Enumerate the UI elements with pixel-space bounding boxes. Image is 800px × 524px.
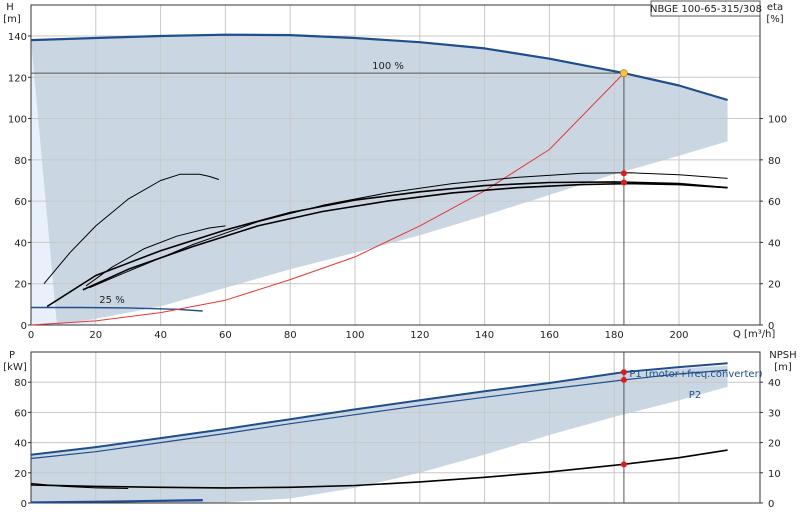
series-npsh — [30, 449, 728, 489]
operating-marker — [620, 170, 627, 177]
series-p1-100 — [30, 362, 728, 456]
y-left-tick-label: 20 — [14, 280, 27, 291]
x-tick-label: 160 — [540, 330, 559, 341]
y-right-tick-label: 40 — [768, 238, 781, 249]
top-panel: 0 20 40 60 80 100 120 140 0 20 40 60 80 100 0 20 40 60 80 1… — [8, 4, 787, 341]
y-left-tick-label: 0 — [21, 321, 27, 332]
top-y-left-label-top: H — [6, 2, 14, 13]
y-left-tick-label: 40 — [14, 238, 27, 249]
y-left-tick-label: 100 — [8, 115, 27, 126]
bottom-y-left-label-unit: [kW] — [3, 362, 27, 373]
y-left-tick-label: 20 — [14, 469, 27, 480]
series-p-25-b — [30, 500, 203, 504]
series-eta-5 — [43, 173, 220, 285]
x-tick-label: 140 — [475, 330, 494, 341]
series-eta-2 — [82, 182, 728, 291]
y-left-tick-label: 80 — [14, 156, 27, 167]
y-left-tick-label: 60 — [14, 197, 27, 208]
y-left-tick-label: 140 — [8, 32, 27, 43]
y-right-tick-label: 10 — [768, 469, 781, 480]
title-box — [650, 0, 761, 17]
bottom-y-left-label-top: P — [9, 350, 15, 361]
y-right-tick-label: 0 — [768, 499, 774, 510]
y-left-tick-label: 40 — [14, 439, 27, 450]
speed-min-label: 25 % — [99, 295, 124, 306]
plot-frame — [30, 4, 761, 326]
y-right-tick-label: 20 — [768, 280, 781, 291]
operating-marker — [620, 369, 627, 376]
top-y-left-label-unit: [m] — [3, 14, 21, 25]
operating-envelope — [31, 34, 728, 325]
x-tick-label: 100 — [345, 330, 364, 341]
chart-title: NBGE 100-65-315/308 — [650, 4, 762, 15]
x-tick-label: 60 — [219, 330, 232, 341]
series-eta-4 — [85, 225, 226, 287]
y-right-tick-label: 40 — [768, 378, 781, 389]
legend-p2: P2 — [689, 390, 701, 401]
y-right-tick-label: 100 — [768, 115, 787, 126]
x-tick-label: 120 — [410, 330, 429, 341]
x-tick-label: 40 — [154, 330, 167, 341]
x-tick-label: 80 — [284, 330, 297, 341]
series-npsh-low — [30, 482, 129, 489]
series-system-curve — [30, 72, 625, 326]
x-tick-label: 200 — [669, 330, 688, 341]
bottom-y-right-label-top: NPSH — [769, 350, 796, 361]
x-tick-label: 0 — [28, 330, 34, 341]
operating-marker — [620, 376, 627, 383]
y-right-tick-label: 60 — [768, 197, 781, 208]
operating-envelope — [31, 365, 728, 503]
top-y-right-label-top: eta — [767, 2, 783, 13]
top-y-right-label-unit: [%] — [766, 14, 783, 25]
speed-max-label: 100 % — [372, 61, 404, 72]
x-tick-label: 20 — [89, 330, 102, 341]
series-p2-100 — [30, 369, 728, 460]
y-right-tick-label: 0 — [768, 321, 774, 332]
series-eta-3 — [89, 172, 728, 289]
y-left-tick-label: 80 — [14, 378, 27, 389]
operating-marker — [620, 461, 627, 468]
y-left-tick-label: 120 — [8, 73, 27, 84]
y-left-tick-label: 0 — [21, 499, 27, 510]
x-axis-label: Q [m³/h] — [733, 329, 775, 340]
bottom-panel: 0 20 40 60 80 0 10 20 30 40 — [14, 351, 781, 510]
legend-p1: P1 (motor+freq.converter) — [629, 369, 762, 380]
y-right-tick-label: 80 — [768, 156, 781, 167]
bottom-y-right-label-unit: [m] — [774, 362, 792, 373]
y-right-tick-label: 30 — [768, 408, 781, 419]
y-right-tick-label: 20 — [768, 439, 781, 450]
series-head-25 — [31, 306, 203, 312]
y-left-tick-label: 60 — [14, 408, 27, 419]
operating-marker — [620, 179, 627, 186]
duty-point-marker — [620, 69, 628, 78]
x-tick-label: 180 — [605, 330, 624, 341]
series-head-100 — [30, 33, 728, 102]
plot-frame — [30, 351, 761, 504]
